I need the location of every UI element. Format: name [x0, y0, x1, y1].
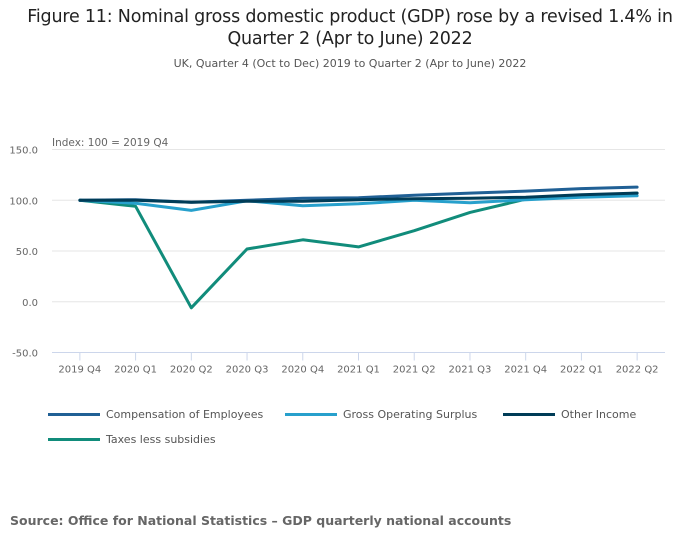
legend-label: Gross Operating Surplus	[343, 408, 478, 421]
series-lines	[78, 185, 639, 310]
x-tick-label: 2022 Q1	[560, 365, 603, 376]
x-tick-label: 2020 Q4	[281, 365, 324, 376]
x-tick-label: 2020 Q2	[170, 365, 213, 376]
legend-item-taxes-less-subsidies[interactable]: Taxes less subsidies	[48, 433, 216, 446]
legend-item-other-income[interactable]: Other Income	[503, 408, 636, 421]
x-tick-label: 2021 Q1	[337, 365, 380, 376]
chart-subtitle: UK, Quarter 4 (Oct to Dec) 2019 to Quart…	[173, 57, 527, 70]
series-line-taxes-less-subsidies[interactable]	[78, 191, 639, 310]
series-line-other-income[interactable]	[78, 191, 639, 204]
y-tick-label: -50.0	[12, 349, 38, 360]
x-tick-label: 2021 Q4	[504, 365, 547, 376]
chart-title: Figure 11: Nominal gross domestic produc…	[27, 7, 673, 49]
y-tick-label: 150.0	[9, 146, 38, 157]
legend-swatch	[48, 413, 100, 416]
legend-swatch	[48, 438, 100, 441]
x-tick-label: 2019 Q4	[58, 365, 101, 376]
legend-swatch	[503, 413, 555, 416]
y-axis-title: Index: 100 = 2019 Q4	[52, 137, 169, 149]
legend-swatch	[285, 413, 337, 416]
y-tick-label: 50.0	[16, 247, 38, 258]
series-line-gross-operating-surplus[interactable]	[78, 194, 639, 212]
legend-label: Other Income	[561, 408, 637, 421]
legend-label: Compensation of Employees	[106, 408, 264, 421]
x-tick-label: 2022 Q2	[616, 365, 659, 376]
x-tick-label: 2021 Q3	[449, 365, 492, 376]
gridlines	[52, 149, 665, 353]
legend-item-gross-operating-surplus[interactable]: Gross Operating Surplus	[285, 408, 477, 421]
y-tick-label: 100.0	[9, 196, 38, 207]
x-tick-label: 2021 Q2	[393, 365, 436, 376]
x-tick-label: 2020 Q1	[114, 365, 157, 376]
legend-item-compensation-of-employees[interactable]: Compensation of Employees	[48, 408, 263, 421]
x-axis: 2019 Q4 2020 Q1 2020 Q2 2020 Q3 2020 Q4 2021 …	[58, 352, 659, 376]
source-note: Source: Office for National Statistics –…	[10, 513, 512, 528]
legend-label: Taxes less subsidies	[106, 433, 216, 446]
x-tick-label: 2020 Q3	[226, 365, 269, 376]
y-axis: 150.0 100.0 50.0 0.0 -50.0	[9, 146, 38, 360]
y-tick-label: 0.0	[22, 298, 38, 309]
